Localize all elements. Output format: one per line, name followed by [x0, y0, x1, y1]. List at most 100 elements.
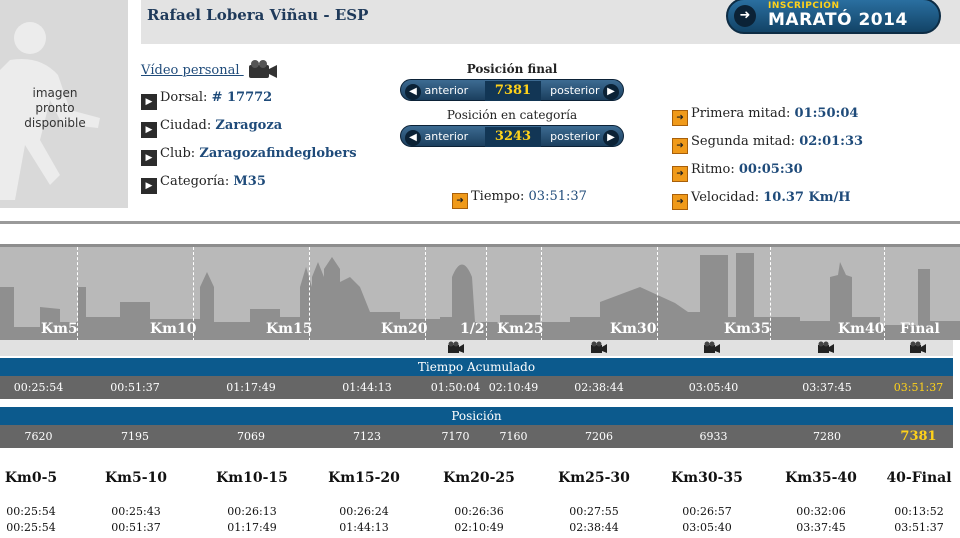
- personal-video-link[interactable]: Vídeo personal: [141, 60, 278, 80]
- position-cell: 7160: [499, 430, 528, 443]
- split-segment-time: 00:27:55: [569, 505, 619, 518]
- category-line: ▶ Categoría: M35: [141, 174, 266, 194]
- position-cell: 7123: [353, 430, 381, 443]
- runner-header-bar: Rafael Lobera Viñau - ESP ➜ INSCRIPCIÓN …: [141, 0, 960, 44]
- category-position-next-button[interactable]: posterior ▶: [550, 128, 619, 146]
- cumulative-time-final-cell: 03:51:37: [893, 381, 944, 394]
- checkpoint-label: Final: [900, 321, 940, 337]
- photo-text-line: pronto: [35, 101, 75, 115]
- second-half-line: ➜ Segunda mitad: 02:01:33: [672, 134, 863, 154]
- section-divider: [0, 221, 960, 224]
- split-cumulative-time: 03:37:45: [796, 521, 846, 534]
- category-position-value: 3243: [485, 127, 541, 147]
- final-position-navigator: ◀ anterior 7381 posterior ▶: [400, 79, 624, 101]
- runner-silhouette-icon: [0, 0, 128, 208]
- split-header: 40-Final: [886, 470, 952, 486]
- split-cumulative-time: 02:10:49: [454, 521, 504, 534]
- position-cell: 7195: [121, 430, 149, 443]
- club-value: Zaragozafindeglobers: [199, 146, 357, 161]
- position-row: [0, 425, 953, 448]
- marato-registration-banner[interactable]: ➜ INSCRIPCIÓN MARATÓ 2014: [726, 0, 941, 34]
- split-segment-time: 00:25:54: [6, 505, 56, 518]
- arrow-right-icon: ➜: [734, 5, 756, 27]
- position-cell: 7069: [237, 430, 265, 443]
- video-camera-row: [0, 340, 953, 356]
- checkpoint-label: 1/2: [460, 321, 485, 337]
- city-value: Zaragoza: [215, 118, 283, 133]
- split-header: Km30-35: [671, 470, 743, 486]
- checkpoint-label: Km40: [838, 321, 885, 337]
- cumulative-time-cell: 01:17:49: [226, 381, 276, 394]
- skyline-silhouette-icon: [0, 253, 960, 340]
- split-segment-time: 00:26:36: [454, 505, 504, 518]
- club-line: ▶ Club: Zaragozafindeglobers: [141, 146, 357, 166]
- split-segment-time: 00:25:43: [111, 505, 161, 518]
- split-segment-time: 00:26:13: [227, 505, 277, 518]
- video-camera-icon[interactable]: [248, 60, 278, 80]
- first-half-value: 01:50:04: [794, 106, 859, 121]
- video-camera-icon[interactable]: [590, 341, 608, 354]
- final-position-value: 7381: [485, 81, 541, 101]
- position-cell: 7280: [813, 430, 841, 443]
- pace-value: 00:05:30: [738, 162, 803, 177]
- banner-title: MARATÓ 2014: [768, 10, 908, 30]
- video-camera-icon[interactable]: [909, 341, 927, 354]
- prev-label: anterior: [424, 84, 469, 97]
- cumulative-time-row: [0, 376, 953, 399]
- video-camera-icon[interactable]: [447, 341, 465, 354]
- video-camera-icon[interactable]: [817, 341, 835, 354]
- cumulative-time-cell: 02:10:49: [488, 381, 539, 394]
- banner-small-text: INSCRIPCIÓN: [768, 1, 840, 11]
- split-cumulative-time: 01:44:13: [339, 521, 389, 534]
- split-cumulative-time: 03:51:37: [894, 521, 944, 534]
- cumulative-time-title: Tiempo Acumulado: [0, 358, 953, 376]
- split-segment-time: 00:32:06: [796, 505, 846, 518]
- orange-arrow-icon: ➜: [672, 110, 688, 126]
- total-time-line: ➜ Tiempo: 03:51:37: [452, 189, 587, 209]
- video-link-label[interactable]: Vídeo personal: [141, 63, 240, 78]
- position-title: Posición: [0, 407, 953, 425]
- split-header: Km20-25: [443, 470, 515, 486]
- second-half-value: 02:01:33: [799, 134, 864, 149]
- final-position-next-button[interactable]: posterior ▶: [550, 82, 619, 100]
- position-final-cell: 7381: [900, 429, 937, 444]
- time-value: 03:51:37: [528, 189, 587, 204]
- arrow-right-icon: ▶: [603, 84, 619, 100]
- play-bullet-icon: ▶: [141, 122, 157, 138]
- arrow-left-icon: ◀: [405, 84, 421, 100]
- final-position-prev-button[interactable]: ◀ anterior: [405, 82, 468, 100]
- video-camera-icon[interactable]: [703, 341, 721, 354]
- final-position-title: Posición final: [466, 62, 558, 76]
- next-label: posterior: [550, 84, 600, 97]
- checkpoint-label: Km5: [41, 321, 78, 337]
- position-cell: 6933: [699, 430, 728, 443]
- split-header: Km0-5: [4, 470, 58, 486]
- position-cell: 7170: [441, 430, 470, 443]
- photo-text-line: imagen: [32, 86, 78, 100]
- city-label: Ciudad:: [160, 118, 212, 133]
- category-position-prev-button[interactable]: ◀ anterior: [405, 128, 468, 146]
- cumulative-time-cell: 01:44:13: [342, 381, 392, 394]
- cumulative-time-cell: 02:38:44: [574, 381, 624, 394]
- position-cell: 7620: [24, 430, 53, 443]
- arrow-right-icon: ▶: [603, 130, 619, 146]
- category-label: Categoría:: [160, 174, 230, 189]
- split-cumulative-time: 02:38:44: [569, 521, 619, 534]
- speed-label: Velocidad:: [691, 190, 760, 205]
- split-cumulative-time: 01:17:49: [227, 521, 277, 534]
- next-label: posterior: [550, 130, 600, 143]
- city-line: ▶ Ciudad: Zaragoza: [141, 118, 282, 138]
- runner-name: Rafael Lobera Viñau - ESP: [147, 6, 369, 24]
- orange-arrow-icon: ➜: [672, 138, 688, 154]
- split-cumulative-time: 00:25:54: [6, 521, 56, 534]
- speed-line: ➜ Velocidad: 10.37 Km/H: [672, 190, 851, 210]
- cumulative-time-cell: 03:37:45: [802, 381, 852, 394]
- checkpoint-label: Km25: [497, 321, 544, 337]
- checkpoint-label: Km15: [266, 321, 313, 337]
- orange-arrow-icon: ➜: [672, 194, 688, 210]
- photo-placeholder-text: imagen pronto disponible: [12, 86, 98, 131]
- position-cell: 7206: [585, 430, 613, 443]
- runner-photo-placeholder: imagen pronto disponible: [0, 0, 128, 208]
- cumulative-time-cell: 00:51:37: [110, 381, 160, 394]
- category-value: M35: [233, 174, 266, 189]
